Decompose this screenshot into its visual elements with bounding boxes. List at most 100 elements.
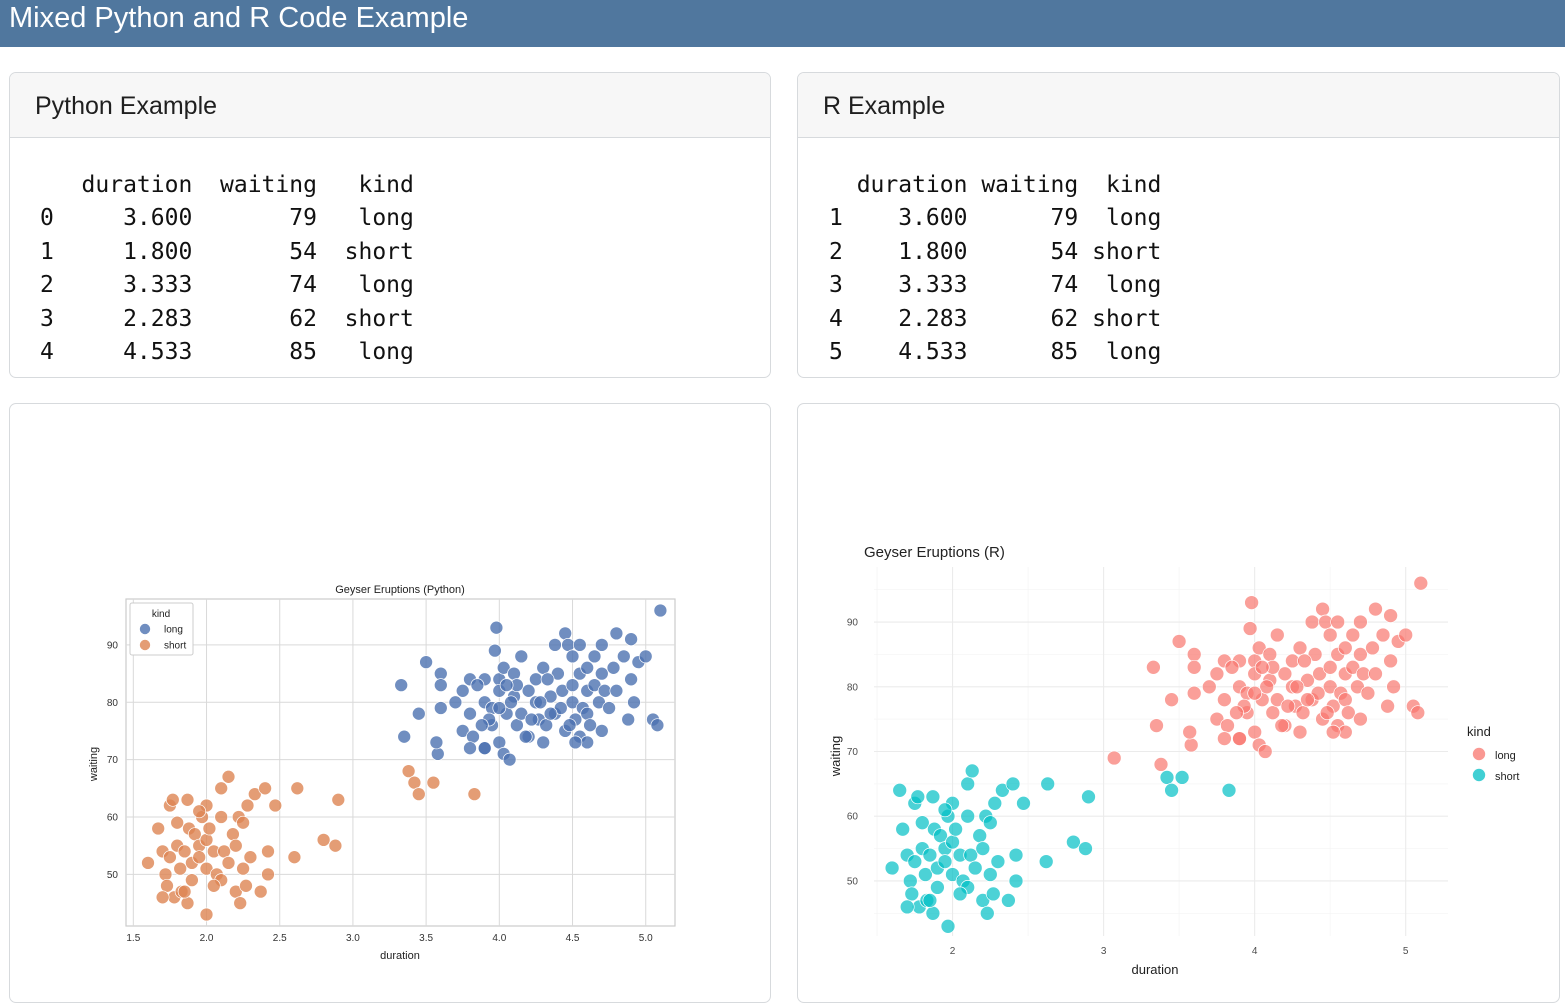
point-long <box>1345 659 1361 675</box>
point-long <box>1300 672 1315 688</box>
point-long <box>1300 692 1315 708</box>
x-tick-label: 5.0 <box>639 933 653 944</box>
point-short <box>979 905 995 921</box>
point-long <box>1340 705 1356 721</box>
y-tick-labels: 50 60 70 80 90 <box>847 618 859 888</box>
point-short <box>982 867 998 882</box>
legend-label-short: short <box>1495 771 1519 783</box>
point-short <box>982 815 998 831</box>
point-short <box>899 899 915 915</box>
r-plot-card: Geyser Eruptions (R) 2 3 4 5 50 60 70 80 90 dur… <box>797 403 1560 1003</box>
point-short <box>214 810 229 824</box>
point-long <box>548 638 562 652</box>
table-row: 2 1.800 54 short <box>829 238 1162 265</box>
point-long <box>1209 666 1225 682</box>
point-short <box>925 905 941 921</box>
point-long <box>463 706 477 721</box>
point-long <box>1383 653 1398 669</box>
point-long <box>1304 614 1320 630</box>
y-tick-label: 50 <box>847 876 859 887</box>
y-tick-label: 50 <box>107 870 119 881</box>
point-long <box>492 735 507 750</box>
table-header: duration waiting kind <box>829 172 1162 198</box>
point-long <box>1360 685 1376 701</box>
point-long <box>616 649 631 664</box>
point-short <box>331 792 346 807</box>
point-short <box>187 827 202 842</box>
point-long <box>1269 627 1285 643</box>
python-scatter-chart: Geyser Eruptions (Python) 1.5 2.0 2.5 3.0 3.… <box>88 584 676 962</box>
point-long <box>650 718 665 733</box>
point-short <box>960 776 976 792</box>
point-long <box>602 701 616 715</box>
chart-title: Geyser Eruptions (Python) <box>335 584 465 596</box>
point-long <box>594 638 609 652</box>
point-long <box>510 718 524 733</box>
point-long <box>518 729 533 744</box>
y-tick-label: 80 <box>847 682 859 693</box>
legend-label-long: long <box>164 625 183 636</box>
point-long <box>1297 653 1312 669</box>
y-axis-label: waiting <box>828 736 843 777</box>
point-long <box>558 626 573 641</box>
y-tick-label: 70 <box>847 747 859 758</box>
y-tick-label: 60 <box>107 813 119 824</box>
point-long <box>1410 705 1426 721</box>
point-short <box>1066 834 1081 850</box>
point-short <box>268 798 283 813</box>
r-scatter-chart: Geyser Eruptions (R) 2 3 4 5 50 60 70 80 90 dur… <box>828 544 1519 977</box>
point-long <box>1312 666 1327 682</box>
point-long <box>429 735 444 750</box>
point-long <box>594 724 609 738</box>
point-short <box>884 860 900 876</box>
point-short <box>328 838 343 853</box>
point-short <box>206 878 221 893</box>
table-row: 0 3.600 79 long <box>40 205 414 232</box>
point-short <box>895 821 911 837</box>
x-tick-label: 1.5 <box>126 933 140 944</box>
point-long <box>1345 627 1361 643</box>
point-long <box>1292 640 1308 656</box>
point-short <box>1016 795 1031 811</box>
point-short <box>141 856 155 870</box>
point-long <box>489 620 504 635</box>
y-tick-label: 70 <box>107 755 119 766</box>
point-short <box>221 856 236 870</box>
point-short <box>1001 893 1016 908</box>
point-short <box>192 804 207 819</box>
point-short <box>165 792 180 807</box>
x-tick-label: 3.0 <box>346 933 360 944</box>
r-card-title: R Example <box>798 73 1559 138</box>
point-short <box>987 795 1003 811</box>
point-long <box>580 660 595 675</box>
point-long <box>433 678 448 692</box>
point-long <box>514 706 529 721</box>
point-long <box>1164 692 1179 708</box>
point-long <box>539 718 554 733</box>
legend: kind long short <box>1467 724 1519 783</box>
point-short <box>1005 776 1021 792</box>
point-long <box>609 626 624 641</box>
point-long <box>1295 705 1311 721</box>
x-axis-label: duration <box>1132 962 1179 977</box>
scatter-points <box>884 575 1429 934</box>
point-long <box>594 666 609 681</box>
point-long <box>1269 692 1285 708</box>
point-short <box>907 854 923 869</box>
table-header: duration waiting kind <box>40 172 414 198</box>
point-long <box>1353 647 1368 662</box>
point-long <box>477 741 492 756</box>
point-short <box>930 880 945 895</box>
point-short <box>910 789 926 805</box>
point-long <box>507 666 521 681</box>
x-tick-label: 3 <box>1101 946 1107 957</box>
point-long <box>521 683 536 698</box>
point-short <box>233 896 248 910</box>
point-long <box>1337 640 1353 656</box>
point-short <box>228 838 243 853</box>
point-long <box>1186 647 1202 662</box>
point-short <box>945 834 960 850</box>
point-long <box>638 649 653 664</box>
point-short <box>1008 847 1024 863</box>
r-example-card: R Example duration waiting kind 1 3.600 7… <box>797 72 1560 378</box>
